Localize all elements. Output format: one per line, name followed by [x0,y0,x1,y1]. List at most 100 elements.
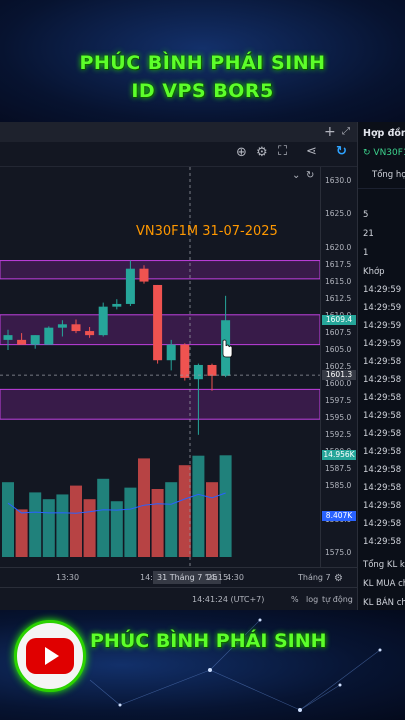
match-label: Khớp [363,267,385,277]
banner-subtitle: ID VPS BOR5 [131,80,274,102]
youtube-icon [14,620,86,692]
expand-icon[interactable]: ⤢ [342,126,350,137]
candle-body [30,335,40,345]
top-banner: PHÚC BÌNH PHÁI SINH ID VPS BOR5 [0,0,405,122]
volume-bar [15,509,28,557]
price-tick-label: 1630.0 [325,175,352,185]
candle-body [112,303,122,307]
clock: 14:41:24 (UTC+7) [192,595,265,604]
volume-badge: 14.956K [322,450,356,461]
trade-time: 14:29:58 [363,465,402,475]
trade-time: 14:29:58 [363,447,402,457]
total-match-label: Tổng KL khớ [363,560,405,570]
candlestick-chart[interactable]: VN30F1M 31-07-2025 [0,167,320,567]
price-tick-label: 1597.5 [325,395,352,405]
volume-ma-line [7,492,226,514]
time-axis[interactable]: 13:30 14:0 31 Tháng 7 '25 14:15 4:30 Thá… [0,567,357,588]
cursor-icon [222,339,233,358]
price-tick-label: 1612.5 [325,294,352,304]
contract-symbol-label: VN30F1 [373,148,405,158]
volume-bar [206,482,218,557]
trading-app: + ⤢ ⊕ ⚙ ⛶ ⋖ ↻ VN30F1M 31-07-2025 ⌄ ↻ 163… [0,122,405,611]
time-label: 14:15 [205,573,229,582]
trade-time: 14:29:58 [363,519,402,529]
time-settings-icon[interactable]: ⚙ [334,573,343,584]
price-tick-label: 1620.0 [325,243,352,253]
log-toggle[interactable]: log [306,595,319,604]
stat-value: 1 [363,248,369,258]
status-bar: 14:41:24 (UTC+7) % log tự động [0,587,357,611]
support-resistance-zone [0,260,320,280]
time-label: 14:0 [140,573,158,582]
price-tick-label: 1617.5 [325,260,352,270]
sell-volume-label: KL BÁN chủ [363,598,405,608]
add-chart-icon[interactable]: + [324,124,336,140]
gear-icon[interactable]: ⚙ [256,145,268,160]
trade-time: 14:29:59 [363,303,402,313]
share-icon[interactable]: ⋖ [306,144,317,159]
trade-time: 14:29:58 [363,411,402,421]
fullscreen-icon[interactable]: ⛶ [278,144,288,159]
volume-bar [192,455,205,557]
candle-body [17,339,27,345]
candle-body [180,344,190,378]
refresh-icon[interactable]: ↻ [363,148,371,158]
volume-ma-badge: 8.407K [322,510,356,521]
price-tick-label: 1607.5 [325,328,352,338]
order-side-panel: Hợp đồng ↻ VN30F1 Tổng hợp 5 21 1 Khớp 1… [357,122,405,610]
time-label: 13:30 [56,573,80,582]
summary-label[interactable]: Tổng hợp [372,170,405,180]
contract-symbol[interactable]: ↻ VN30F1 [363,148,405,158]
buy-volume-label: KL MUA chủ [363,579,405,589]
volume-bar [178,465,191,557]
candle-body [3,335,13,340]
price-tick-label: 1600.0 [325,378,352,388]
price-tick-label: 1575.0 [325,548,352,558]
trade-time: 14:29:59 [363,321,402,331]
volume-bar [97,478,110,557]
trade-time: 14:29:58 [363,537,402,547]
price-tick-label: 1602.5 [325,362,352,371]
crosshair-icon[interactable]: ⊕ [236,145,247,160]
bottom-banner: PHÚC BÌNH PHÁI SINH [0,610,405,720]
volume-bar [124,487,137,557]
contract-title: Hợp đồng [363,128,405,139]
auto-toggle[interactable]: tự động [322,595,353,604]
chart-watermark: VN30F1M 31-07-2025 [136,224,278,239]
stat-value: 21 [363,229,374,239]
chart-toolbar: ⊕ ⚙ ⛶ ⋖ ↻ [0,142,357,167]
trade-time: 14:29:59 [363,285,402,295]
chart-tab-bar: + ⤢ [0,122,357,142]
volume-bar [165,482,178,557]
volume-bar [110,501,123,557]
volume-bar [70,485,82,557]
candle-body [98,306,108,336]
trade-time: 14:29:58 [363,393,402,403]
trade-time: 14:29:58 [363,357,402,367]
candle-body [57,324,67,328]
volume-bar [56,494,69,557]
candle-body [207,364,217,376]
price-tick-label: 1592.5 [325,429,352,439]
candle-body [44,327,54,345]
network-decoration [89,618,382,712]
brand-name: PHÚC BÌNH PHÁI SINH [90,630,327,652]
candle-body [125,268,135,304]
refresh-icon[interactable]: ↻ [336,144,347,159]
candle-body [166,344,176,361]
price-tick-label: 1595.0 [325,412,352,422]
trade-time: 14:29:58 [363,501,402,511]
reset-scale-icon[interactable]: ↻ [306,170,315,181]
volume-bar [2,482,14,557]
percent-toggle[interactable]: % [291,595,299,604]
candle-body [193,364,203,380]
chart-plot-area[interactable]: VN30F1M 31-07-2025 ⌄ ↻ [0,167,320,567]
last-price-badge: 1609.4 [322,315,356,326]
candle-body [153,284,163,361]
scroll-down-icon[interactable]: ⌄ [292,170,301,181]
price-tick-label: 1587.5 [325,463,352,473]
crosshair-time-badge: 31 Tháng 7 '25 [153,571,222,584]
price-tick-label: 1625.0 [325,209,352,219]
banner-title: PHÚC BÌNH PHÁI SINH [79,52,326,74]
price-axis[interactable]: 1630.01625.01620.01617.51615.01612.51610… [320,167,358,567]
